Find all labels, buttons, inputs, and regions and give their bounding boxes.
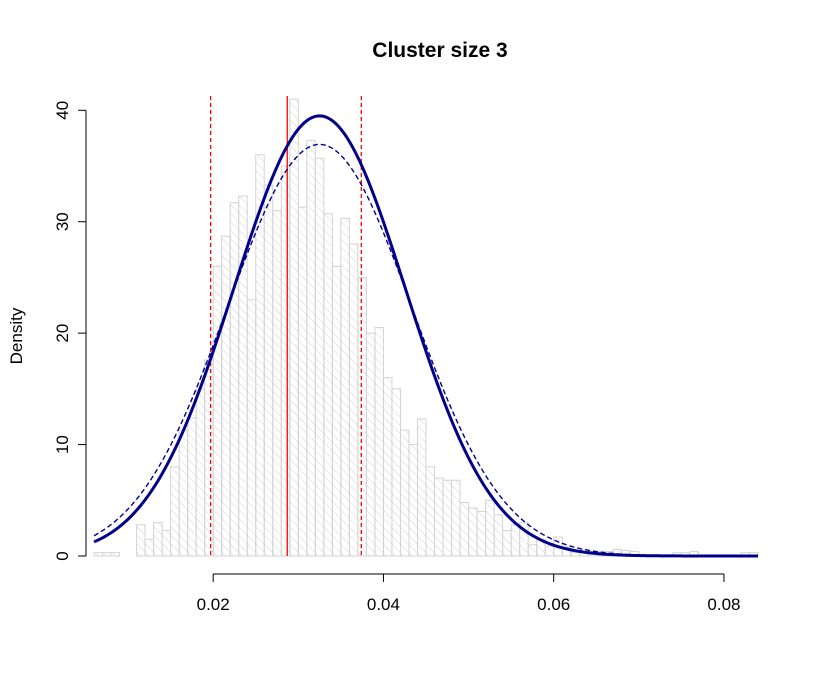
histogram-bar xyxy=(221,235,231,557)
histogram-bar xyxy=(340,217,350,557)
histogram-bar xyxy=(195,388,206,557)
histogram-bar xyxy=(374,327,384,557)
histogram-bar xyxy=(272,210,282,557)
histogram-bar xyxy=(544,545,555,557)
histogram-bar xyxy=(382,377,393,557)
histogram-bar xyxy=(204,359,214,557)
histogram-bar xyxy=(510,524,521,557)
histogram-bar xyxy=(561,546,572,557)
x-axis: 0.02 0.04 0.06 0.08 xyxy=(197,573,740,614)
histogram-bar xyxy=(331,265,342,557)
histogram-bar xyxy=(416,418,427,557)
histogram-bar xyxy=(263,184,274,557)
histogram-bar xyxy=(408,444,418,557)
density-curve-solid xyxy=(93,114,758,558)
histogram-bar xyxy=(297,206,308,557)
y-axis-label: Density xyxy=(7,307,26,364)
histogram-bar xyxy=(357,276,367,557)
histogram-bar xyxy=(161,529,172,557)
histogram-bar xyxy=(280,165,291,557)
histogram-bar xyxy=(451,479,461,557)
histogram-bar xyxy=(187,417,197,557)
histogram-bar xyxy=(527,544,538,557)
histogram-bar xyxy=(391,388,401,557)
histogram-bar xyxy=(570,552,580,557)
x-tick-label: 0.02 xyxy=(197,595,230,614)
histogram-bar xyxy=(459,502,470,557)
histogram-bar xyxy=(102,552,112,557)
reference-lines xyxy=(209,96,362,556)
histogram-bar xyxy=(229,202,240,557)
histogram-bar xyxy=(485,499,495,557)
density-curve-dashed xyxy=(93,143,759,557)
y-tick-label: 40 xyxy=(53,101,72,120)
histogram-bar xyxy=(136,524,146,557)
histogram-bar xyxy=(323,213,333,557)
histogram-bar xyxy=(493,514,504,557)
y-tick-label: 30 xyxy=(53,212,72,231)
y-tick-label: 0 xyxy=(53,551,72,560)
histogram-bars xyxy=(93,98,759,557)
histogram-bar xyxy=(399,429,410,557)
density-curves xyxy=(93,114,759,558)
x-tick-label: 0.04 xyxy=(367,595,400,614)
histogram-bar xyxy=(289,98,299,557)
x-tick-label: 0.08 xyxy=(707,595,740,614)
histogram-bar xyxy=(502,529,512,557)
histogram-bar xyxy=(246,299,257,557)
histogram-bar xyxy=(425,466,436,557)
y-tick-label: 10 xyxy=(53,435,72,454)
y-tick-label: 20 xyxy=(53,324,72,343)
x-tick-label: 0.06 xyxy=(537,595,570,614)
chart-title: Cluster size 3 xyxy=(372,39,507,62)
histogram-bar xyxy=(170,466,180,557)
histogram-bar xyxy=(306,139,316,557)
histogram-bar xyxy=(153,522,163,557)
histogram-bar xyxy=(110,552,121,557)
histogram-bar xyxy=(519,522,529,557)
histogram-bar xyxy=(212,265,223,557)
histogram-bar xyxy=(348,243,359,557)
histogram-bar xyxy=(434,477,444,557)
histogram-bar xyxy=(144,538,155,557)
histogram-bar xyxy=(468,507,478,557)
histogram-bar xyxy=(314,157,325,557)
histogram-bar xyxy=(442,479,453,557)
histogram-bar xyxy=(178,429,189,557)
histogram-bar xyxy=(365,332,376,557)
y-axis: 0 10 20 30 40 xyxy=(53,101,87,561)
histogram-bar xyxy=(476,510,487,557)
histogram-bar xyxy=(93,552,104,557)
